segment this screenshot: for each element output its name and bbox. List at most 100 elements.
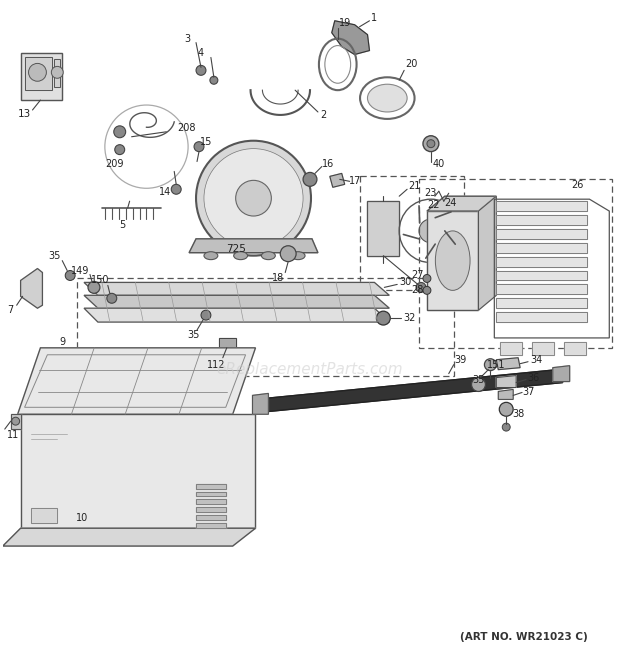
Polygon shape bbox=[497, 284, 588, 294]
Circle shape bbox=[29, 63, 46, 81]
Text: 13: 13 bbox=[18, 109, 31, 119]
Text: 9: 9 bbox=[59, 337, 65, 347]
Polygon shape bbox=[497, 257, 588, 267]
Polygon shape bbox=[497, 201, 588, 211]
Text: 27: 27 bbox=[411, 271, 423, 280]
Polygon shape bbox=[532, 342, 554, 355]
Circle shape bbox=[115, 145, 125, 154]
Text: (ART NO. WR21023 C): (ART NO. WR21023 C) bbox=[460, 632, 588, 642]
Circle shape bbox=[303, 172, 317, 186]
Polygon shape bbox=[497, 271, 588, 280]
Text: 7: 7 bbox=[7, 305, 14, 315]
Polygon shape bbox=[427, 196, 497, 211]
Circle shape bbox=[65, 271, 75, 280]
Text: 112: 112 bbox=[206, 360, 225, 370]
Text: 38: 38 bbox=[512, 409, 525, 419]
Polygon shape bbox=[368, 201, 399, 255]
Polygon shape bbox=[500, 342, 522, 355]
Text: 725: 725 bbox=[226, 244, 246, 253]
Polygon shape bbox=[427, 211, 479, 310]
Text: 18: 18 bbox=[272, 273, 285, 283]
Polygon shape bbox=[196, 523, 226, 528]
Text: eReplacementParts.com: eReplacementParts.com bbox=[216, 362, 404, 377]
Polygon shape bbox=[196, 500, 226, 504]
Ellipse shape bbox=[262, 251, 275, 259]
Text: 37: 37 bbox=[522, 387, 534, 397]
Text: 40: 40 bbox=[433, 160, 445, 170]
Text: 35: 35 bbox=[187, 330, 199, 340]
Circle shape bbox=[204, 148, 303, 248]
Polygon shape bbox=[11, 414, 20, 429]
Circle shape bbox=[114, 126, 126, 138]
Circle shape bbox=[196, 65, 206, 75]
Circle shape bbox=[88, 281, 100, 293]
Ellipse shape bbox=[204, 251, 218, 259]
Text: 5: 5 bbox=[120, 220, 126, 230]
Circle shape bbox=[210, 77, 218, 84]
Ellipse shape bbox=[291, 251, 305, 259]
Circle shape bbox=[484, 359, 497, 371]
Text: 14: 14 bbox=[159, 187, 172, 197]
Polygon shape bbox=[497, 229, 588, 239]
Ellipse shape bbox=[234, 251, 247, 259]
Polygon shape bbox=[498, 389, 513, 399]
Polygon shape bbox=[196, 508, 226, 512]
Text: 4: 4 bbox=[198, 48, 204, 57]
Circle shape bbox=[416, 282, 426, 292]
Circle shape bbox=[171, 184, 181, 194]
Polygon shape bbox=[30, 508, 57, 523]
Polygon shape bbox=[20, 53, 62, 100]
Polygon shape bbox=[497, 358, 520, 370]
Circle shape bbox=[51, 67, 63, 79]
Ellipse shape bbox=[435, 231, 470, 290]
Polygon shape bbox=[84, 295, 389, 308]
Text: 209: 209 bbox=[105, 158, 123, 168]
Polygon shape bbox=[497, 298, 588, 308]
Text: 28: 28 bbox=[411, 285, 423, 296]
Circle shape bbox=[502, 423, 510, 431]
Polygon shape bbox=[479, 196, 497, 310]
Text: 208: 208 bbox=[177, 123, 196, 133]
Text: 20: 20 bbox=[405, 59, 417, 69]
Polygon shape bbox=[497, 376, 516, 387]
Text: 34: 34 bbox=[530, 354, 542, 365]
Polygon shape bbox=[84, 282, 389, 295]
Circle shape bbox=[376, 311, 390, 325]
Text: 39: 39 bbox=[454, 354, 467, 365]
Circle shape bbox=[427, 140, 435, 148]
Polygon shape bbox=[553, 366, 570, 381]
Circle shape bbox=[107, 293, 117, 303]
Text: 26: 26 bbox=[572, 180, 584, 190]
Polygon shape bbox=[497, 243, 588, 253]
Circle shape bbox=[12, 417, 20, 425]
Text: 151: 151 bbox=[487, 360, 505, 370]
Polygon shape bbox=[497, 215, 588, 225]
Polygon shape bbox=[17, 348, 255, 414]
Circle shape bbox=[194, 142, 204, 152]
Polygon shape bbox=[330, 174, 345, 187]
Text: 24: 24 bbox=[445, 198, 457, 208]
Circle shape bbox=[236, 180, 272, 216]
Polygon shape bbox=[20, 414, 255, 528]
Text: 36: 36 bbox=[527, 372, 539, 383]
Circle shape bbox=[499, 403, 513, 416]
Polygon shape bbox=[196, 492, 226, 496]
Circle shape bbox=[423, 275, 431, 282]
Text: 2: 2 bbox=[320, 110, 326, 120]
Text: 35: 35 bbox=[472, 375, 485, 385]
Text: 15: 15 bbox=[200, 137, 212, 147]
Text: 149: 149 bbox=[71, 265, 89, 275]
Text: 3: 3 bbox=[184, 34, 190, 44]
Circle shape bbox=[472, 378, 485, 391]
Circle shape bbox=[423, 286, 431, 294]
Circle shape bbox=[201, 310, 211, 320]
Text: 17: 17 bbox=[350, 176, 362, 186]
Text: 22: 22 bbox=[428, 200, 440, 210]
Polygon shape bbox=[332, 21, 370, 55]
Polygon shape bbox=[255, 370, 563, 412]
Circle shape bbox=[419, 219, 443, 243]
Polygon shape bbox=[2, 528, 255, 546]
Circle shape bbox=[280, 246, 296, 261]
Text: 32: 32 bbox=[403, 313, 415, 323]
Text: 30: 30 bbox=[399, 277, 411, 288]
